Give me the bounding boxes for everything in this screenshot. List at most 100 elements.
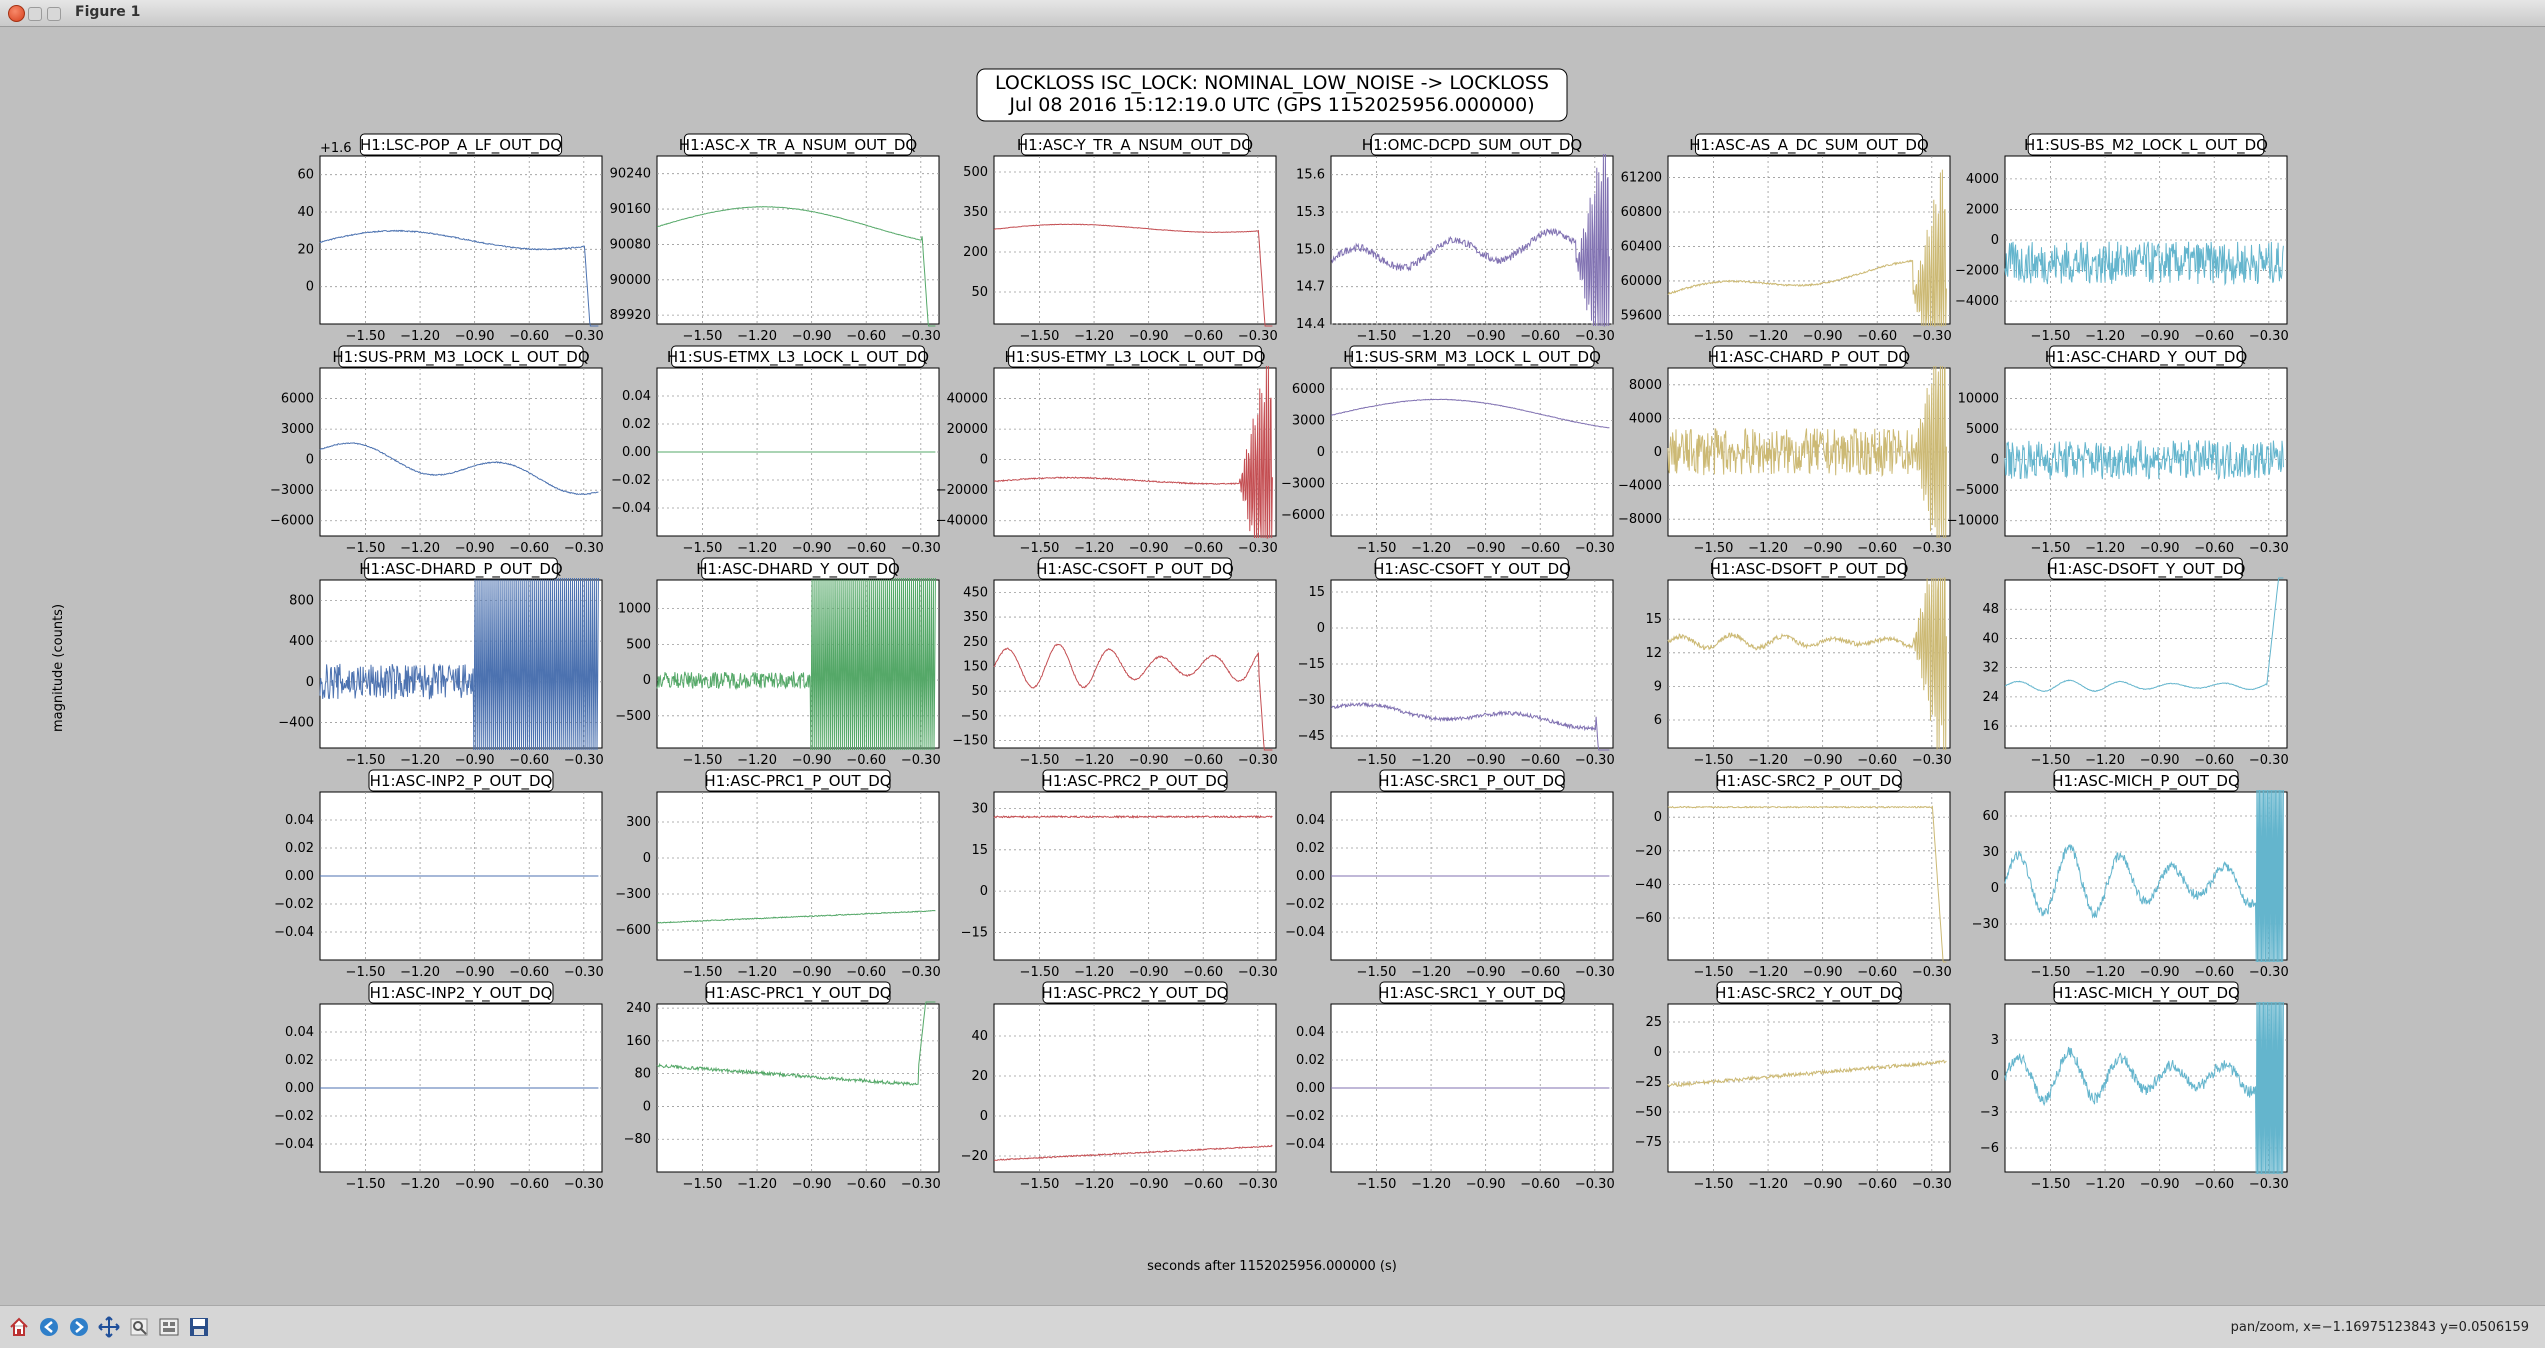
plot-area[interactable] (319, 155, 603, 325)
plot-area[interactable] (656, 155, 940, 325)
y-tick-label: −0.04 (1285, 925, 1325, 940)
y-tick-label: 0 (1317, 445, 1325, 460)
y-tick-label: 0.00 (1296, 1081, 1325, 1096)
subplot: −1.50 −1.20 −0.90 −0.60 −0.30 −45 −30 −15 0 15 H1:… (1298, 557, 1615, 768)
subplot-title: H1:ASC-X_TR_A_NSUM_OUT_DQ (679, 136, 917, 155)
y-tick-label: 20 (297, 242, 314, 257)
subplot-title: H1:ASC-CSOFT_P_OUT_DQ (1036, 560, 1234, 579)
x-tick-label: −0.60 (846, 965, 886, 980)
plot-area[interactable] (1667, 1003, 1951, 1173)
subplot: −1.50 −1.20 −0.90 −0.60 −0.30 −0.04 −0.02 0.00 0… (274, 769, 604, 980)
y-tick-label: 15 (1308, 585, 1325, 600)
zoom-icon[interactable] (126, 1314, 152, 1340)
y-tick-label: −3 (1980, 1105, 1999, 1120)
series-line (1667, 169, 1947, 327)
home-icon[interactable] (6, 1314, 32, 1340)
y-tick-label: 150 (963, 659, 988, 674)
subplot: −1.50 −1.20 −0.90 −0.60 −0.30 −20 0 20 40 H1:ASC-… (961, 981, 1278, 1192)
y-tick-label: −20000 (936, 483, 988, 498)
save-icon[interactable] (186, 1314, 212, 1340)
y-tick-label: 350 (963, 205, 988, 220)
plot-area[interactable] (993, 579, 1277, 749)
subplot-title-box (2053, 981, 2239, 1004)
plot-area[interactable] (2004, 791, 2288, 961)
y-tick-label: −45 (1298, 729, 1325, 744)
plot-area[interactable] (993, 155, 1277, 325)
x-tick-label: −0.30 (2249, 1177, 2289, 1192)
plot-area[interactable] (993, 367, 1277, 537)
x-tick-label: −0.60 (509, 753, 549, 768)
plot-area[interactable] (319, 367, 603, 537)
x-tick-label: −0.60 (1520, 965, 1560, 980)
figure-canvas[interactable]: LOCKLOSS ISC_LOCK: NOMINAL_LOW_NOISE -> … (0, 26, 2545, 1305)
subplot: −1.50 −1.20 −0.90 −0.60 −0.30 −6000 −3000 0 3000… (270, 345, 604, 556)
minimize-window-button[interactable] (28, 7, 42, 21)
y-tick-label: 60800 (1621, 205, 1662, 220)
x-tick-label: −0.90 (792, 541, 832, 556)
y-tick-label: 40 (971, 1029, 988, 1044)
subplot: −1.50 −1.20 −0.90 −0.60 −0.30 −0.04 −0.02 0.00 0… (1285, 981, 1615, 1192)
y-tick-label: 50 (971, 285, 988, 300)
subplots-icon[interactable] (156, 1314, 182, 1340)
subplot: −1.50 −1.20 −0.90 −0.60 −0.30 −8000 −4000 0 4000… (1618, 345, 1952, 556)
pan-icon[interactable] (96, 1314, 122, 1340)
x-tick-label: −0.90 (1803, 541, 1843, 556)
y-tick-label: 0 (643, 1099, 651, 1114)
back-icon[interactable] (36, 1314, 62, 1340)
x-tick-label: −1.20 (737, 541, 777, 556)
plot-area[interactable] (993, 791, 1277, 961)
y-tick-label: −30 (1298, 693, 1325, 708)
subplot-title: H1:ASC-INP2_Y_OUT_DQ (370, 984, 553, 1003)
y-tick-label: 30 (1982, 845, 1999, 860)
subplot-title-box (1375, 557, 1569, 580)
y-tick-label: −0.02 (1285, 1109, 1325, 1124)
y-tick-label: 0.02 (1296, 841, 1325, 856)
plot-area[interactable] (1667, 579, 1951, 749)
y-tick-label: 0.00 (285, 869, 314, 884)
x-tick-label: −0.90 (792, 753, 832, 768)
subplot: −1.50 −1.20 −0.90 −0.60 −0.30 16 24 32 40 48 H1:AS… (1982, 557, 2289, 768)
forward-icon[interactable] (66, 1314, 92, 1340)
subplot-title-box (2053, 769, 2239, 792)
y-tick-label: −4000 (1618, 479, 1662, 494)
x-tick-label: −1.50 (1694, 1177, 1734, 1192)
close-window-button[interactable] (8, 5, 25, 22)
x-tick-label: −0.60 (2194, 965, 2234, 980)
x-tick-label: −0.90 (1803, 753, 1843, 768)
x-tick-label: −0.90 (792, 329, 832, 344)
x-tick-label: −1.20 (2085, 965, 2125, 980)
x-tick-label: −1.50 (346, 329, 386, 344)
series-line (2004, 577, 2284, 692)
subplot-title: H1:ASC-PRC2_Y_OUT_DQ (1041, 984, 1228, 1003)
x-tick-label: −1.50 (683, 1177, 723, 1192)
x-tick-label: −0.90 (1466, 1177, 1506, 1192)
x-tick-label: −1.50 (1020, 329, 1060, 344)
y-tick-label: 15.0 (1296, 242, 1325, 257)
y-tick-label: 8000 (1629, 378, 1662, 393)
plot-area[interactable] (1667, 791, 1951, 961)
y-tick-label: 0.00 (622, 445, 651, 460)
maximize-window-button[interactable] (47, 7, 61, 21)
y-tick-label: −75 (1635, 1135, 1662, 1150)
series-line (319, 442, 599, 496)
plot-area[interactable] (1667, 155, 1951, 325)
subplot-title-box (2027, 133, 2265, 156)
x-tick-label: −1.20 (400, 541, 440, 556)
y-tick-label: 0.02 (1296, 1053, 1325, 1068)
y-tick-label: 40 (297, 205, 314, 220)
y-tick-label: 0.04 (285, 1025, 314, 1040)
subplot-grid: LOCKLOSS ISC_LOCK: NOMINAL_LOW_NOISE -> … (51, 68, 2289, 1274)
y-tick-label: −6 (1980, 1141, 1999, 1156)
x-tick-label: −0.90 (1466, 329, 1506, 344)
plot-area[interactable] (2004, 579, 2288, 749)
x-tick-label: −0.60 (2194, 541, 2234, 556)
plot-area[interactable] (993, 1003, 1277, 1173)
plot-area[interactable] (1330, 155, 1614, 325)
x-tick-label: −0.60 (1183, 541, 1223, 556)
plot-area[interactable] (656, 1003, 940, 1173)
subplot-title-box (1379, 981, 1565, 1004)
y-tick-label: 48 (1982, 602, 1999, 617)
y-tick-label: −60 (1635, 911, 1662, 926)
plot-area[interactable] (656, 791, 940, 961)
y-tick-label: 0 (643, 851, 651, 866)
